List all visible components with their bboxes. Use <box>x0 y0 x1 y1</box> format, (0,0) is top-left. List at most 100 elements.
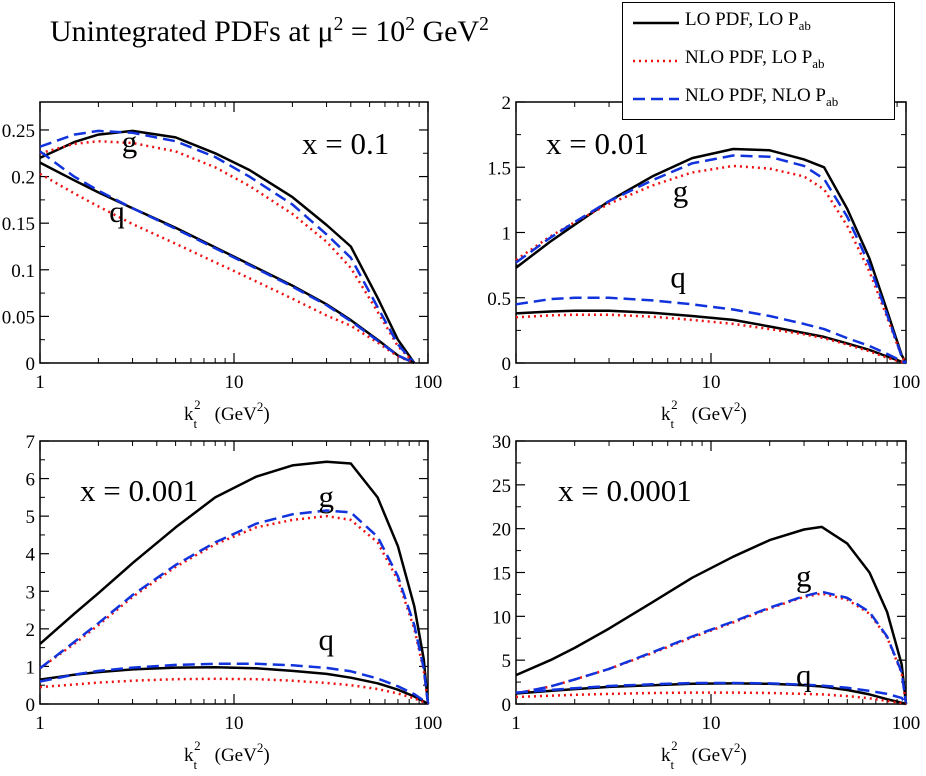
y-tick-label: 0.05 <box>2 307 35 328</box>
x-label-unit-sup: 2 <box>734 740 741 755</box>
x-label-unit: (GeV <box>215 745 257 766</box>
gluon-curve-lo-lo <box>39 460 430 705</box>
title-mu-exponent: 2 <box>333 14 344 35</box>
x-tick-label: 10 <box>225 372 244 393</box>
legend-label: NLO PDF, NLO Pab <box>685 85 839 109</box>
y-tick-label: 0.1 <box>11 261 35 282</box>
y-tick-label: 2 <box>26 620 36 641</box>
y-tick-label: 20 <box>492 520 511 541</box>
legend-label: LO PDF, LO Pab <box>685 9 811 33</box>
curve-label-q: q <box>109 194 125 229</box>
panel-x-value-label: x = 0.01 <box>546 126 649 161</box>
x-label-sup-2: 2 <box>194 397 201 412</box>
curve-label-g: g <box>796 559 812 594</box>
x-label-sub-t: t <box>194 416 198 431</box>
gluon-curve-nlo-nlo <box>515 590 908 705</box>
quark-curve-lo-lo <box>515 309 907 365</box>
y-tick-label: 5 <box>26 507 36 528</box>
y-tick-label: 0.2 <box>11 168 35 189</box>
y-tick-label: 0 <box>502 695 512 716</box>
gluon-curve-lo-lo <box>39 129 416 364</box>
x-label-k: k <box>661 404 671 425</box>
y-tick-label: 0 <box>26 695 36 716</box>
x-tick-label: 100 <box>892 713 921 734</box>
gluon-curve-nlo-nlo <box>39 509 430 705</box>
quark-curve-nlo-nlo <box>515 681 908 705</box>
x-tick-label: 10 <box>702 372 721 393</box>
quark-curve-nlo-lo <box>39 172 415 365</box>
y-tick-label: 30 <box>492 432 511 453</box>
y-tick-label: 7 <box>26 432 36 453</box>
x-label-unit: (GeV <box>692 404 734 425</box>
quark-curve-lo-lo <box>39 665 429 706</box>
quark-curve-nlo-lo <box>515 691 907 706</box>
quark-curve-nlo-lo <box>39 677 429 706</box>
x-tick-label: 10 <box>702 713 721 734</box>
x-tick-label: 100 <box>414 372 443 393</box>
y-tick-label: 0.15 <box>2 214 35 235</box>
x-label-sup-2: 2 <box>671 397 678 412</box>
title-ten-exponent: 2 <box>405 14 415 35</box>
legend-entry-lo-lo: LO PDF, LO Pab <box>623 5 894 41</box>
x-label-unit-sup: 2 <box>734 399 741 414</box>
x-label-unit-sup: 2 <box>257 740 264 755</box>
gluon-curve-lo-lo <box>515 147 908 364</box>
x-label-k: k <box>184 404 194 425</box>
x-tick-label: 1 <box>511 713 521 734</box>
x-tick-label: 100 <box>892 372 921 393</box>
x-label-k: k <box>661 745 671 766</box>
legend-label: NLO PDF, LO Pab <box>685 47 825 71</box>
quark-curve-nlo-nlo <box>515 296 907 365</box>
x-label-unit: (GeV <box>215 404 257 425</box>
panel-x-value-label: x = 0.1 <box>302 126 389 161</box>
y-tick-label: 1 <box>26 657 36 678</box>
y-tick-label: 0.25 <box>2 121 35 142</box>
y-tick-label: 15 <box>492 564 511 585</box>
y-tick-label: 1.5 <box>487 158 511 179</box>
y-tick-label: 5 <box>502 651 512 672</box>
curve-label-q: q <box>670 259 686 294</box>
x-axis-label: kt2 (GeV2) <box>184 738 270 772</box>
y-tick-label: 0 <box>26 354 36 375</box>
y-tick-label: 6 <box>26 470 36 491</box>
x-tick-label: 10 <box>225 713 244 734</box>
x-label-k: k <box>184 745 194 766</box>
x-axis-label: kt2 (GeV2) <box>661 738 747 772</box>
title-eq: = 10 <box>343 15 406 48</box>
x-tick-label: 1 <box>35 713 45 734</box>
x-axis-label: kt2 (GeV2) <box>661 397 747 431</box>
x-label-sup-2: 2 <box>671 738 678 753</box>
legend-line-dotted <box>633 59 679 63</box>
figure-title: Unintegrated PDFs at μ2 = 102 GeV2 <box>50 14 489 49</box>
title-mu: μ <box>317 15 334 48</box>
x-label-sub-t: t <box>194 757 198 772</box>
title-unit-exponent: 2 <box>479 14 489 35</box>
x-tick-label: 1 <box>511 372 521 393</box>
legend-line-solid <box>633 21 679 25</box>
x-tick-label: 100 <box>414 713 443 734</box>
curve-label-q: q <box>319 622 335 657</box>
y-tick-label: 0.5 <box>487 289 511 310</box>
gluon-curve-lo-lo <box>515 525 908 705</box>
x-label-sup-2: 2 <box>194 738 201 753</box>
gluon-curve-nlo-nlo <box>39 129 416 364</box>
x-label-sub-t: t <box>671 416 675 431</box>
curve-label-g: g <box>319 479 335 514</box>
x-tick-label: 1 <box>35 372 45 393</box>
x-label-unit: (GeV <box>692 745 734 766</box>
x-label-close: ) <box>263 745 269 766</box>
curve-label-q: q <box>796 658 812 693</box>
curve-label-g: g <box>673 173 689 208</box>
x-label-close: ) <box>263 404 269 425</box>
x-label-close: ) <box>740 404 746 425</box>
y-tick-label: 1 <box>502 224 512 245</box>
gluon-curve-nlo-lo <box>515 164 908 364</box>
x-axis-label: kt2 (GeV2) <box>184 397 270 431</box>
x-label-close: ) <box>740 745 746 766</box>
panel-x-value-label: x = 0.0001 <box>558 473 692 508</box>
title-unit: GeV <box>414 15 480 48</box>
legend-entry-nlo-nlo: NLO PDF, NLO Pab <box>623 81 894 117</box>
